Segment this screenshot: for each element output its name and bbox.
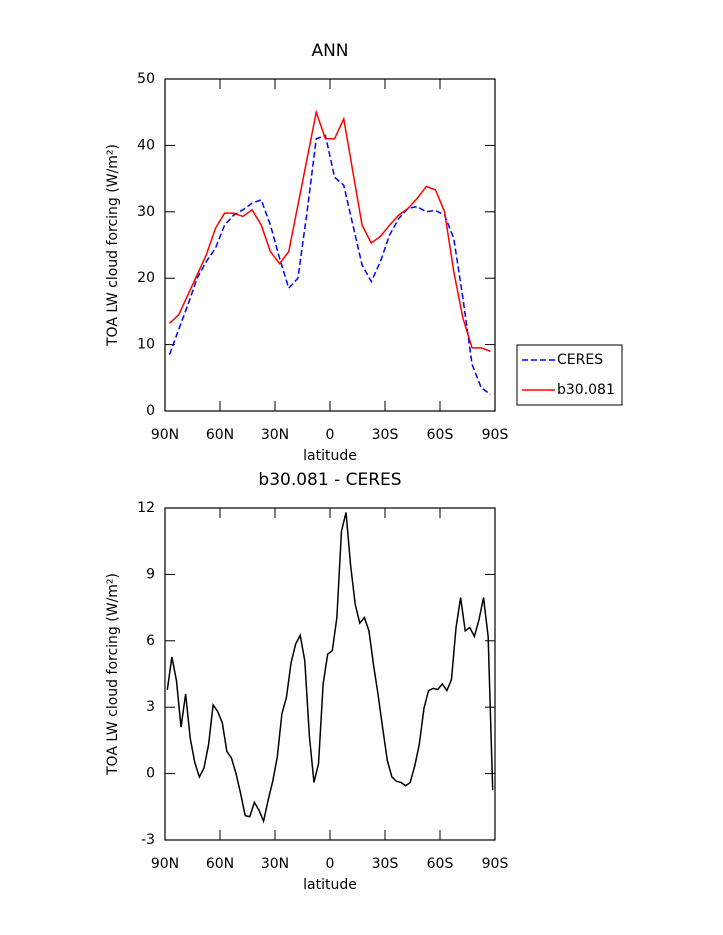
- y-tick-label: 6: [146, 633, 155, 649]
- x-tick-label: 60N: [206, 856, 234, 872]
- y-tick-label: 0: [146, 766, 155, 782]
- x-tick-label: 30N: [261, 427, 289, 443]
- y-axis-label: TOA LW cloud forcing (W/m²): [105, 144, 121, 347]
- x-tick-label: 30S: [372, 856, 399, 872]
- x-tick-label: 90N: [151, 427, 179, 443]
- x-axis-label: latitude: [303, 448, 357, 464]
- y-tick-label: 9: [146, 566, 155, 582]
- y-tick-label: -3: [141, 832, 155, 848]
- y-tick-label: 30: [137, 204, 155, 220]
- data-line: [169, 109, 491, 352]
- data-line: [168, 134, 491, 396]
- x-tick-label: 0: [326, 856, 335, 872]
- legend-label: CERES: [557, 352, 603, 368]
- chart-title: ANN: [311, 41, 348, 61]
- y-tick-label: 3: [146, 699, 155, 715]
- x-tick-label: 90S: [482, 856, 509, 872]
- x-tick-label: 90S: [482, 427, 509, 443]
- plot-frame: [164, 507, 496, 841]
- legend-box: [516, 344, 623, 406]
- x-tick-label: 30N: [261, 856, 289, 872]
- y-axis-label: TOA LW cloud forcing (W/m²): [105, 573, 121, 776]
- y-tick-label: 10: [137, 337, 155, 353]
- x-axis-label: latitude: [303, 877, 357, 893]
- x-tick-label: 60S: [427, 427, 454, 443]
- legend-label: b30.081: [557, 382, 615, 398]
- y-tick-label: 50: [137, 71, 155, 87]
- x-tick-label: 30S: [372, 427, 399, 443]
- data-line: [166, 512, 494, 824]
- chart-title: b30.081 - CERES: [258, 470, 401, 490]
- y-tick-label: 12: [137, 500, 155, 516]
- x-tick-label: 60N: [206, 427, 234, 443]
- plot-frame: [164, 78, 496, 412]
- x-tick-label: 0: [326, 427, 335, 443]
- y-tick-label: 40: [137, 137, 155, 153]
- y-tick-label: 0: [146, 403, 155, 419]
- x-tick-label: 90N: [151, 856, 179, 872]
- x-tick-label: 60S: [427, 856, 454, 872]
- y-tick-label: 20: [137, 270, 155, 286]
